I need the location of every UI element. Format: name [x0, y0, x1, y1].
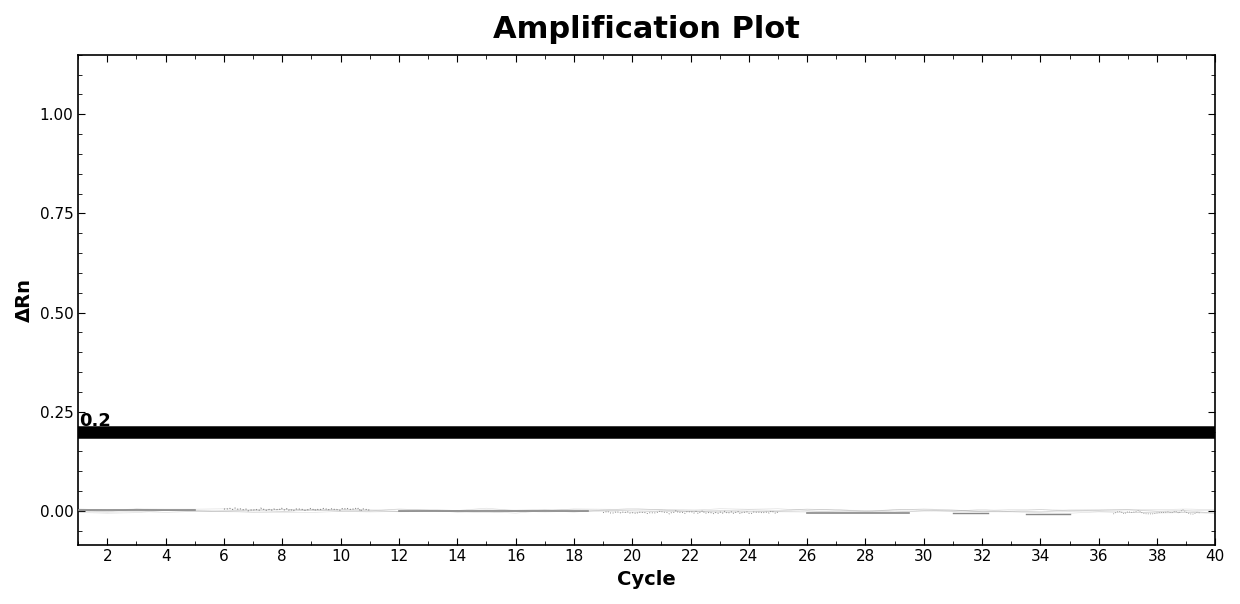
Y-axis label: ΔRn: ΔRn	[15, 278, 33, 321]
Title: Amplification Plot: Amplification Plot	[494, 15, 800, 44]
Text: 0.2: 0.2	[79, 411, 112, 429]
X-axis label: Cycle: Cycle	[618, 570, 676, 589]
